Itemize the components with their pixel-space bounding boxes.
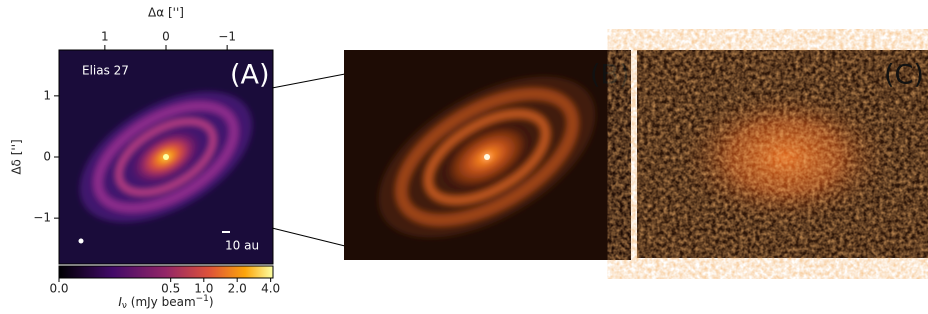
x-axis-label: Δα ['']: [148, 6, 184, 20]
source-name: Elias 27: [82, 64, 129, 78]
colorbar-tick-label: 2.0: [228, 282, 247, 296]
colorbar-tick-label: 1.0: [194, 282, 213, 296]
y-tick-label: 0: [43, 150, 51, 164]
cb-close: ): [209, 295, 214, 309]
panel-label: (B): [590, 60, 630, 91]
connector: [272, 228, 345, 246]
y-axis-label: Δδ ['']: [10, 139, 24, 174]
scale-bar-label: 10 au: [225, 239, 259, 253]
center: [163, 154, 169, 160]
colorbar: [59, 266, 273, 278]
center: [484, 154, 490, 160]
cb-unit: (mJy beam: [127, 295, 196, 309]
x-tick-label: −1: [218, 30, 236, 44]
panel-label: (C): [884, 60, 924, 91]
page: {"panel_a": {"name": "Elias 27", "label"…: [0, 0, 928, 310]
panel-label: (A): [230, 60, 270, 91]
beam: [79, 239, 84, 244]
x-tick-label: 1: [101, 30, 109, 44]
figure: 10 au Elias 27 (A) Δα [''] Δδ [''] Iν (m…: [0, 0, 928, 310]
connector: [272, 74, 345, 88]
colorbar-tick-label: 4.0: [261, 282, 280, 296]
colorbar-tick-label: 0.5: [161, 282, 180, 296]
y-tick-label: 1: [43, 88, 51, 102]
y-tick-label: −1: [33, 211, 51, 225]
x-tick-label: 0: [162, 30, 170, 44]
colorbar-tick-label: 0.0: [49, 282, 68, 296]
colorbar-label: Iν (mJy beam−1): [118, 294, 213, 311]
